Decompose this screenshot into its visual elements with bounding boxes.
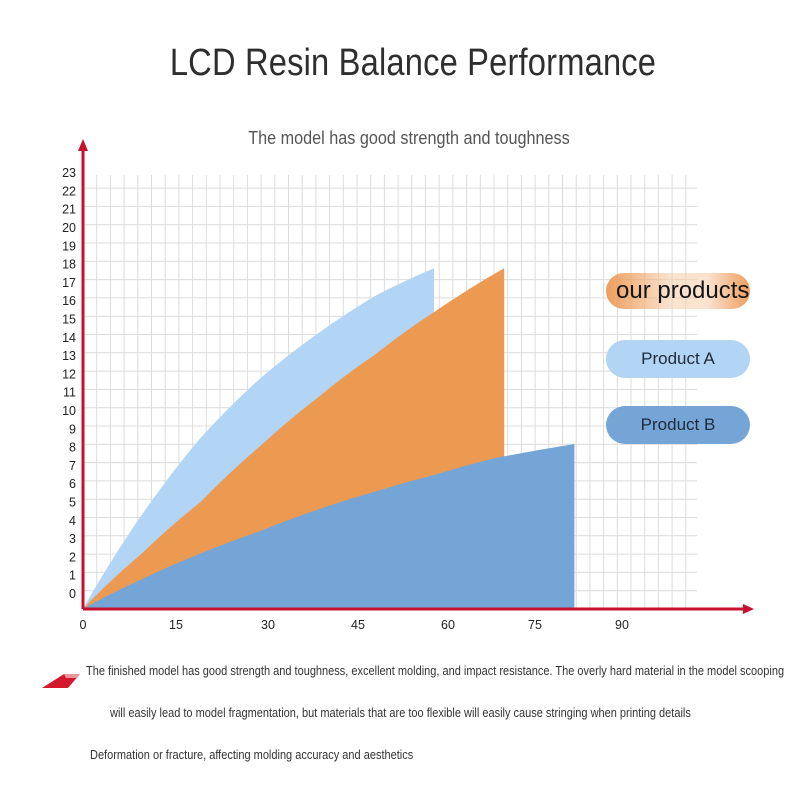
description-line-3: Deformation or fracture, affecting moldi… bbox=[90, 748, 414, 762]
y-tick-label: 6 bbox=[69, 477, 76, 491]
page-title: LCD Resin Balance Performance bbox=[169, 42, 657, 84]
y-tick-label: 22 bbox=[62, 184, 76, 198]
y-tick-label: 4 bbox=[69, 514, 76, 528]
y-tick-label: 0 bbox=[69, 587, 76, 601]
y-tick-label: 11 bbox=[63, 386, 76, 400]
legend-product-a: Product A bbox=[606, 340, 750, 378]
area-series-product-b bbox=[83, 443, 575, 609]
description-line-2: will easily lead to model fragmentation,… bbox=[110, 706, 691, 720]
x-tick-label: 90 bbox=[615, 618, 629, 632]
legend-product-b: Product B bbox=[606, 406, 750, 444]
y-tick-label: 19 bbox=[62, 239, 76, 253]
y-tick-label: 8 bbox=[69, 441, 76, 455]
y-tick-label: 13 bbox=[62, 349, 76, 363]
y-tick-label: 16 bbox=[62, 294, 76, 308]
y-tick-label: 10 bbox=[62, 404, 76, 418]
y-tick-label: 9 bbox=[69, 422, 76, 436]
y-tick-label: 15 bbox=[62, 313, 76, 327]
legend-label: our products bbox=[616, 277, 750, 304]
y-tick-label: 2 bbox=[69, 550, 76, 564]
x-tick-label: 60 bbox=[441, 618, 455, 632]
x-tick-label: 15 bbox=[169, 618, 183, 632]
x-tick-label: 45 bbox=[351, 618, 365, 632]
x-tick-label: 75 bbox=[528, 618, 542, 632]
y-tick-label: 23 bbox=[62, 166, 76, 180]
y-tick-label: 1 bbox=[69, 569, 76, 583]
y-tick-label: 20 bbox=[62, 221, 76, 235]
y-tick-label: 12 bbox=[62, 367, 76, 381]
note-marker-icon bbox=[42, 674, 80, 688]
y-tick-label: 21 bbox=[62, 203, 76, 217]
x-tick-label: 0 bbox=[80, 618, 87, 632]
chart-subtitle: The model has good strength and toughnes… bbox=[248, 128, 570, 148]
legend-label: Product A bbox=[641, 349, 715, 368]
chart-axes bbox=[78, 139, 754, 614]
y-axis-arrow-icon bbox=[78, 139, 88, 151]
y-tick-label: 7 bbox=[69, 459, 76, 473]
chart-areas bbox=[83, 268, 575, 609]
x-axis-arrow-icon bbox=[743, 604, 754, 614]
y-tick-label: 5 bbox=[69, 496, 76, 510]
y-tick-label: 17 bbox=[62, 276, 76, 290]
legend-our-products: our products bbox=[606, 273, 750, 309]
y-tick-label: 18 bbox=[62, 258, 76, 272]
x-tick-label: 30 bbox=[261, 618, 275, 632]
y-tick-label: 14 bbox=[62, 331, 76, 345]
y-tick-label: 3 bbox=[69, 532, 76, 546]
legend-label: Product B bbox=[640, 415, 716, 434]
description-line-1: The finished model has good strength and… bbox=[86, 664, 785, 678]
